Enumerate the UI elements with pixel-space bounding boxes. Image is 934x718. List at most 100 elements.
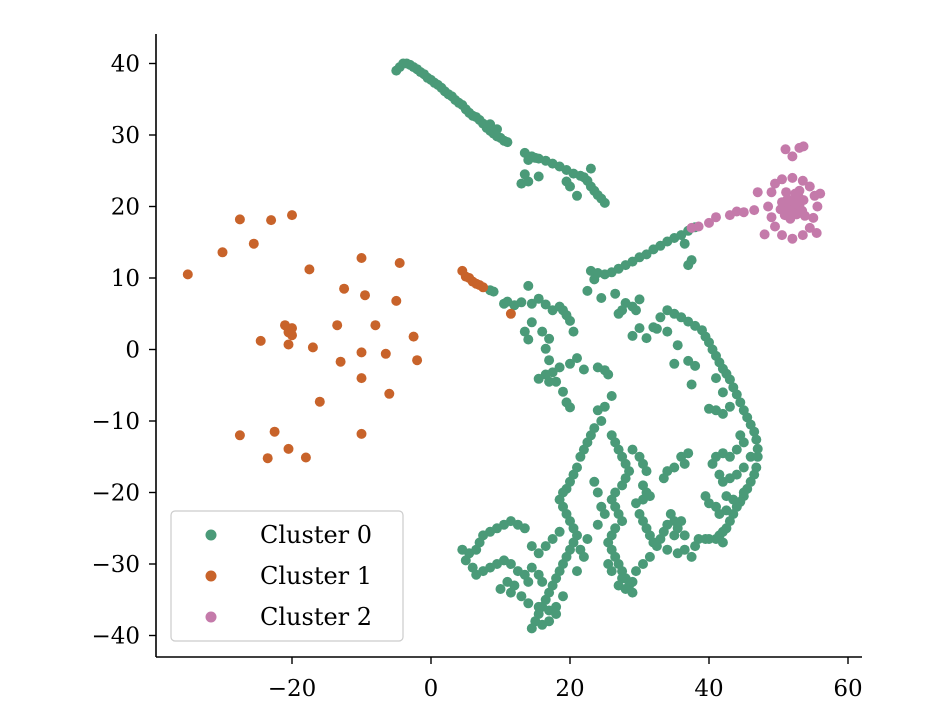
data-point [665,509,676,519]
data-point [578,551,589,562]
data-point [766,187,777,198]
data-point [394,258,405,268]
data-point [505,587,516,598]
data-point [523,176,534,187]
data-point [686,379,697,390]
data-point [777,230,787,241]
data-point [752,443,763,454]
data-point [585,163,596,174]
data-point [752,187,763,198]
data-point [724,374,735,385]
data-point [669,530,680,541]
data-point [516,297,527,308]
data-point [558,386,568,397]
data-point [627,576,638,587]
data-point [679,544,690,555]
data-point [248,238,259,249]
series-cluster-0 [391,58,763,634]
data-point [752,451,763,462]
data-point [544,355,555,366]
data-point [307,342,318,353]
data-point [572,566,582,577]
data-point [634,323,645,334]
data-point [711,212,721,223]
data-point [460,555,471,566]
legend-label-cluster-1: Cluster 1 [260,562,372,590]
data-point [785,213,796,224]
data-point [304,264,315,275]
data-point [700,491,711,502]
data-point [488,286,499,297]
data-point [217,247,228,258]
data-point [693,534,704,544]
data-point [787,233,798,244]
data-point [356,253,367,263]
data-point [815,188,826,199]
data-point [679,238,690,249]
data-point [335,356,346,367]
data-point [408,331,419,342]
data-point [356,347,367,358]
data-point [617,573,628,584]
data-point [523,280,534,291]
data-point [582,285,593,296]
data-point [262,453,273,464]
data-point [255,335,266,346]
data-point [634,294,645,305]
data-point [551,609,562,619]
y-tick-label: 0 [125,338,140,364]
data-point [572,190,582,201]
data-point [599,401,610,412]
data-point [638,559,648,569]
legend-marker-cluster-0 [205,529,217,541]
y-tick-label: −10 [91,409,140,435]
data-point [627,444,638,455]
legend-frame [170,510,404,642]
y-tick-label: 20 [111,195,140,221]
legend: Cluster 0 Cluster 1 Cluster 2 [170,510,404,642]
data-point [766,212,777,223]
data-point [700,534,711,544]
data-point [613,308,624,319]
data-point [572,353,582,364]
data-point [578,172,589,183]
data-point [269,426,280,437]
data-point [287,210,297,221]
data-point [690,360,701,371]
data-point [651,323,662,334]
data-point [391,295,402,306]
data-point [283,339,294,350]
data-point [554,362,565,373]
data-point [182,269,193,280]
data-point [526,562,537,573]
data-point [544,376,555,387]
legend-label-cluster-2: Cluster 2 [260,603,372,631]
x-tick-label: 40 [694,676,723,702]
data-point [812,201,823,212]
data-point [516,591,527,602]
data-point [749,426,760,437]
data-point [526,317,537,328]
data-point [770,221,780,232]
data-point [356,428,367,439]
data-point [300,452,311,463]
data-point [711,373,721,384]
data-point [547,534,558,544]
data-point [540,343,551,354]
data-point [724,210,735,221]
data-point [558,591,568,602]
data-point [731,444,742,455]
data-point [582,534,593,544]
data-point [672,340,683,351]
data-point [749,205,760,216]
data-point [717,387,728,398]
y-tick-label: −30 [91,552,140,578]
data-point [610,288,621,299]
series-cluster-2 [686,141,826,244]
data-point [797,175,808,186]
data-point [780,144,791,155]
data-point [804,181,815,192]
data-point [731,469,742,480]
data-point [578,364,589,375]
